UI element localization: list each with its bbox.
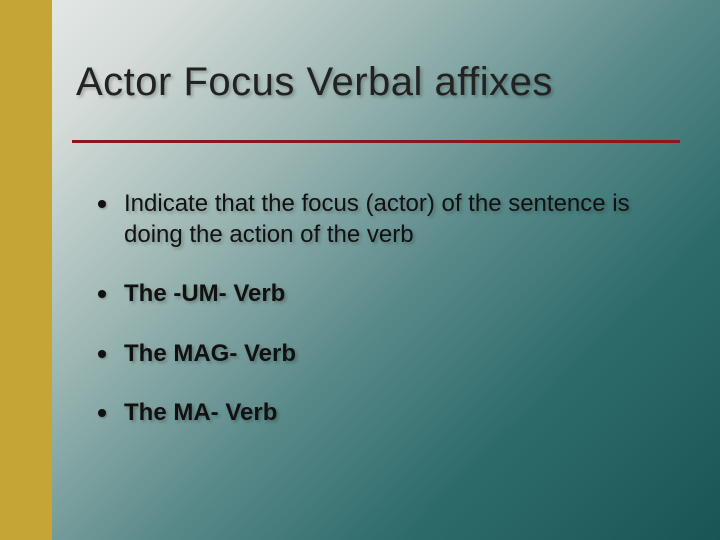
- bullet-text: The MA- Verb: [124, 397, 277, 428]
- bullet-dot-icon: [98, 350, 106, 358]
- bullet-dot-icon: [98, 200, 106, 208]
- slide-title: Actor Focus Verbal affixes: [76, 60, 553, 105]
- bullet-text: The -UM- Verb: [124, 278, 285, 309]
- bullet-item: Indicate that the focus (actor) of the s…: [98, 188, 658, 250]
- slide: Actor Focus Verbal affixes Indicate that…: [0, 0, 720, 540]
- bullet-item: The MAG- Verb: [98, 338, 658, 369]
- bullet-item: The -UM- Verb: [98, 278, 658, 309]
- bullet-text: Indicate that the focus (actor) of the s…: [124, 188, 658, 250]
- bullet-item: The MA- Verb: [98, 397, 658, 428]
- sidebar-accent: [0, 0, 52, 540]
- bullet-dot-icon: [98, 290, 106, 298]
- bullet-text: The MAG- Verb: [124, 338, 296, 369]
- bullet-dot-icon: [98, 409, 106, 417]
- slide-body: Indicate that the focus (actor) of the s…: [98, 188, 658, 456]
- title-underline: [72, 140, 680, 143]
